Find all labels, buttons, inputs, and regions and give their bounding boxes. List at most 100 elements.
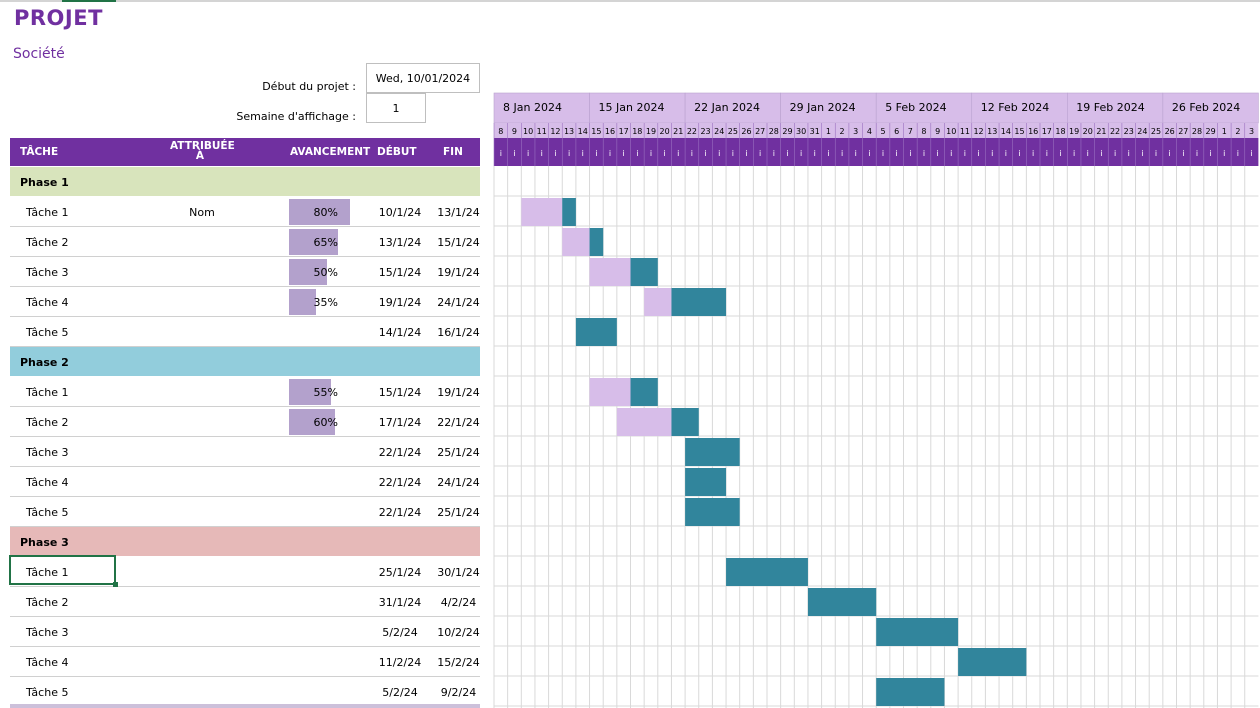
day-number[interactable]: 31 [810,127,820,136]
task-start[interactable]: 10/1/24 [378,206,422,219]
week-label[interactable]: 22 Jan 2024 [694,101,760,114]
task-progress[interactable]: 35% [313,296,338,309]
day-number[interactable]: 18 [1055,127,1065,136]
task-start[interactable]: 13/1/24 [378,236,422,249]
day-number[interactable]: 23 [700,127,710,136]
fill-handle[interactable] [113,582,118,587]
day-number[interactable]: 2 [1235,127,1240,136]
gantt-bar-completed[interactable] [616,408,672,436]
day-number[interactable]: 29 [1206,127,1216,136]
task-name[interactable]: Tâche 2 [26,416,69,429]
week-label[interactable]: 29 Jan 2024 [790,101,856,114]
selected-cell[interactable] [9,555,116,585]
gantt-bar-remaining[interactable] [726,558,808,586]
task-end[interactable]: 4/2/24 [440,596,477,609]
gantt-bar-completed[interactable] [589,378,631,406]
task-end[interactable]: 10/2/24 [437,626,480,639]
task-end[interactable]: 15/2/24 [437,656,480,669]
task-row[interactable]: Tâche 1 25/1/24 30/1/24 [10,557,480,587]
day-number[interactable]: 17 [1042,127,1052,136]
week-header-cell[interactable] [971,92,1068,124]
gantt-bar-completed[interactable] [589,258,631,286]
day-number[interactable]: 10 [946,127,956,136]
day-number[interactable]: 25 [1151,127,1161,136]
day-number[interactable]: 17 [619,127,629,136]
day-number[interactable]: 29 [782,127,792,136]
gantt-bar-remaining[interactable] [685,498,740,526]
gantt-bar-remaining[interactable] [876,618,959,646]
task-row[interactable]: Tâche 5 22/1/24 25/1/24 [10,497,480,527]
gantt-bar-remaining[interactable] [807,588,877,616]
day-number[interactable]: 10 [523,127,533,136]
task-start[interactable]: 5/2/24 [382,686,418,699]
day-number[interactable]: 27 [755,127,765,136]
day-number[interactable]: 11 [960,127,970,136]
gantt-bar-remaining[interactable] [685,468,727,496]
task-name[interactable]: Tâche 2 [26,596,69,609]
task-row[interactable]: Tâche 4 35% 19/1/24 24/1/24 [10,287,480,317]
task-start[interactable]: 15/1/24 [378,386,422,399]
day-number[interactable]: 15 [1014,127,1024,136]
task-start[interactable]: 22/1/24 [378,446,422,459]
task-start[interactable]: 14/1/24 [378,326,422,339]
task-progress[interactable]: 50% [313,266,338,279]
gantt-bar-remaining[interactable] [958,648,1027,676]
task-progress[interactable]: 55% [313,386,338,399]
task-start[interactable]: 5/2/24 [382,626,418,639]
week-label[interactable]: 19 Feb 2024 [1076,101,1144,114]
day-number[interactable]: 8 [498,127,503,136]
task-end[interactable]: 24/1/24 [437,296,480,309]
day-number[interactable]: 12 [550,127,560,136]
gantt-bar-remaining[interactable] [876,678,945,706]
day-number[interactable]: 14 [578,127,588,136]
task-row[interactable]: Tâche 3 50% 15/1/24 19/1/24 [10,257,480,287]
day-number[interactable]: 24 [714,127,724,136]
task-end[interactable]: 19/1/24 [437,386,480,399]
day-number[interactable]: 7 [908,127,913,136]
day-number[interactable]: 18 [632,127,642,136]
task-start[interactable]: 22/1/24 [378,476,422,489]
gantt-bar-remaining[interactable] [671,288,727,316]
day-number[interactable]: 5 [880,127,885,136]
day-number[interactable]: 19 [646,127,656,136]
day-number[interactable]: 20 [660,127,670,136]
column-header-progress[interactable]: AVANCEMENT [290,146,371,158]
day-number[interactable]: 1 [1222,127,1227,136]
display-week-input[interactable]: 1 [366,93,426,123]
task-end[interactable]: 30/1/24 [437,566,480,579]
week-label[interactable]: 12 Feb 2024 [981,101,1049,114]
gantt-bar-remaining[interactable] [671,408,699,436]
task-start[interactable]: 11/2/24 [378,656,422,669]
gantt-bar-remaining[interactable] [630,378,658,406]
week-header-cell[interactable] [493,92,590,124]
day-number[interactable]: 28 [769,127,779,136]
day-number[interactable]: 6 [894,127,899,136]
gantt-bar-completed[interactable] [644,288,672,316]
day-number[interactable]: 20 [1083,127,1093,136]
day-number[interactable]: 9 [935,127,940,136]
week-label[interactable]: 5 Feb 2024 [885,101,946,114]
day-number[interactable]: 14 [1001,127,1011,136]
task-end[interactable]: 15/1/24 [437,236,480,249]
week-header-cell[interactable] [1067,92,1164,124]
task-row[interactable]: Tâche 4 11/2/24 15/2/24 [10,647,480,677]
column-header-start[interactable]: DÉBUT [377,146,417,158]
task-end[interactable]: 22/1/24 [437,416,480,429]
day-number[interactable]: 24 [1137,127,1147,136]
company-name[interactable]: Société [13,46,65,62]
task-name[interactable]: Tâche 4 [26,296,69,309]
task-name[interactable]: Tâche 2 [26,236,69,249]
day-number[interactable]: 21 [673,127,683,136]
week-label[interactable]: 26 Feb 2024 [1172,101,1240,114]
task-name[interactable]: Tâche 4 [26,476,69,489]
task-assigned[interactable]: Nom [189,206,215,219]
day-number[interactable]: 12 [973,127,983,136]
task-end[interactable]: 19/1/24 [437,266,480,279]
day-number[interactable]: 25 [728,127,738,136]
task-name[interactable]: Tâche 4 [26,656,69,669]
column-header-end[interactable]: FIN [443,146,463,158]
task-row[interactable]: Tâche 4 22/1/24 24/1/24 [10,467,480,497]
day-number[interactable]: 9 [512,127,517,136]
week-header-cell[interactable] [684,92,781,124]
gantt-bar-remaining[interactable] [589,228,604,256]
